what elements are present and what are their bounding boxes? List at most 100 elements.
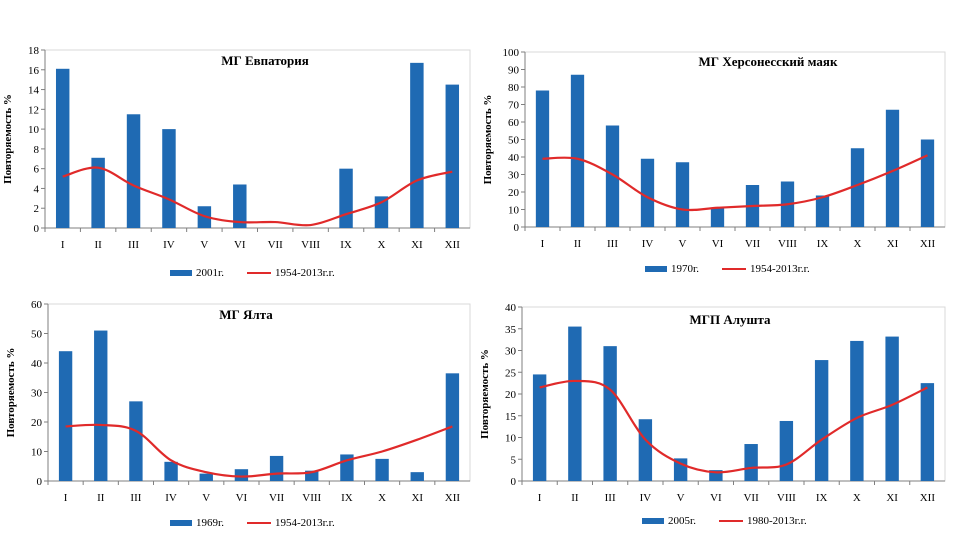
y-tick-label: 60 — [31, 299, 43, 311]
y-tick-label: 5 — [511, 454, 517, 466]
y-tick-label: 20 — [508, 187, 520, 199]
x-tick-label: XII — [445, 492, 461, 504]
bar — [305, 470, 319, 481]
legend-bar-label: 1970г. — [671, 263, 699, 275]
y-tick-label: 0 — [514, 222, 520, 234]
x-tick-label: XI — [887, 238, 899, 250]
x-tick-label: III — [128, 239, 139, 251]
x-tick-label: III — [605, 492, 616, 504]
legend-line-label: 1954-2013г.г. — [275, 517, 335, 529]
bar — [920, 383, 935, 481]
y-tick-label: 50 — [508, 135, 520, 147]
x-tick-label: X — [378, 492, 386, 504]
x-tick-label: IX — [817, 238, 829, 250]
x-tick-label: II — [574, 238, 582, 250]
bar — [234, 469, 249, 481]
chart-title: МГ Евпатория — [221, 53, 309, 68]
plot-area — [524, 51, 946, 228]
bar — [885, 336, 899, 481]
chart-title: МГ Херсонесский маяк — [699, 54, 838, 69]
x-tick-label: VIII — [302, 492, 321, 504]
bar — [375, 458, 389, 481]
x-tick-label: IV — [163, 239, 175, 251]
bar — [164, 461, 178, 481]
bar — [58, 351, 73, 481]
x-tick-label: XII — [920, 238, 936, 250]
x-tick-label: VII — [743, 492, 759, 504]
y-axis-label: Повторяемость % — [2, 94, 14, 184]
bar — [570, 74, 585, 227]
y-axis-label: Повторяемость % — [480, 349, 491, 439]
bar — [850, 340, 864, 481]
y-tick-label: 10 — [505, 433, 517, 445]
legend-bar-swatch — [642, 518, 664, 524]
bar — [744, 444, 758, 481]
bar — [91, 157, 105, 228]
bar — [920, 139, 935, 227]
bar — [532, 374, 547, 481]
x-tick-label: XII — [920, 492, 936, 504]
x-tick-label: IV — [640, 492, 652, 504]
y-tick-label: 10 — [28, 124, 40, 136]
y-tick-label: 2 — [34, 203, 40, 215]
bar — [605, 125, 620, 227]
legend-bar-label: 2005г. — [668, 515, 696, 527]
y-tick-label: 60 — [508, 117, 520, 129]
x-tick-label: X — [854, 238, 862, 250]
bar — [55, 68, 70, 229]
bar — [199, 473, 213, 481]
legend-line-label: 1954-2013г.г. — [275, 267, 335, 279]
plot-area — [521, 306, 946, 482]
bar — [603, 346, 617, 481]
y-axis-label: Повторяемость % — [482, 95, 494, 185]
x-tick-label: X — [853, 492, 861, 504]
bar — [410, 472, 424, 481]
bar — [779, 420, 794, 481]
x-tick-label: VII — [269, 492, 285, 504]
bar — [269, 455, 284, 481]
bar — [410, 62, 424, 228]
y-tick-label: 30 — [508, 170, 520, 182]
x-tick-label: VIII — [778, 238, 797, 250]
x-tick-label: IV — [165, 492, 177, 504]
x-tick-label: II — [94, 239, 102, 251]
x-tick-label: II — [97, 492, 105, 504]
bar — [814, 360, 829, 481]
line-series — [539, 379, 928, 474]
x-tick-label: VI — [236, 492, 248, 504]
bar — [815, 195, 830, 227]
legend-bar-label: 2001г. — [196, 267, 224, 279]
y-tick-label: 35 — [505, 324, 517, 336]
legend-line-label: 1980-2013г.г. — [747, 515, 807, 527]
y-tick-label: 8 — [34, 144, 40, 156]
legend-bar-label: 1969г. — [196, 517, 224, 529]
x-tick-label: II — [571, 492, 579, 504]
bar — [885, 109, 900, 227]
x-tick-label: I — [64, 492, 68, 504]
x-tick-label: XII — [445, 239, 461, 251]
x-tick-label: III — [130, 492, 141, 504]
legend-bar-swatch — [645, 266, 667, 272]
x-tick-label: IX — [816, 492, 828, 504]
y-tick-label: 100 — [503, 47, 520, 59]
bar — [709, 470, 723, 481]
y-tick-label: 12 — [28, 104, 39, 116]
plot-area — [47, 303, 471, 482]
bar — [568, 326, 582, 481]
y-tick-label: 0 — [511, 476, 517, 488]
bar — [162, 129, 176, 228]
x-tick-label: IX — [340, 239, 352, 251]
x-tick-label: VI — [712, 238, 724, 250]
x-tick-label: VIII — [301, 239, 320, 251]
y-tick-label: 18 — [28, 45, 40, 57]
x-tick-label: VI — [234, 239, 246, 251]
x-tick-label: IV — [642, 238, 654, 250]
y-tick-label: 6 — [34, 164, 40, 176]
x-tick-label: V — [202, 492, 210, 504]
y-tick-label: 40 — [505, 302, 517, 314]
y-tick-label: 10 — [508, 205, 520, 217]
y-tick-label: 80 — [508, 82, 520, 94]
y-tick-label: 70 — [508, 100, 520, 112]
bar — [710, 207, 725, 227]
